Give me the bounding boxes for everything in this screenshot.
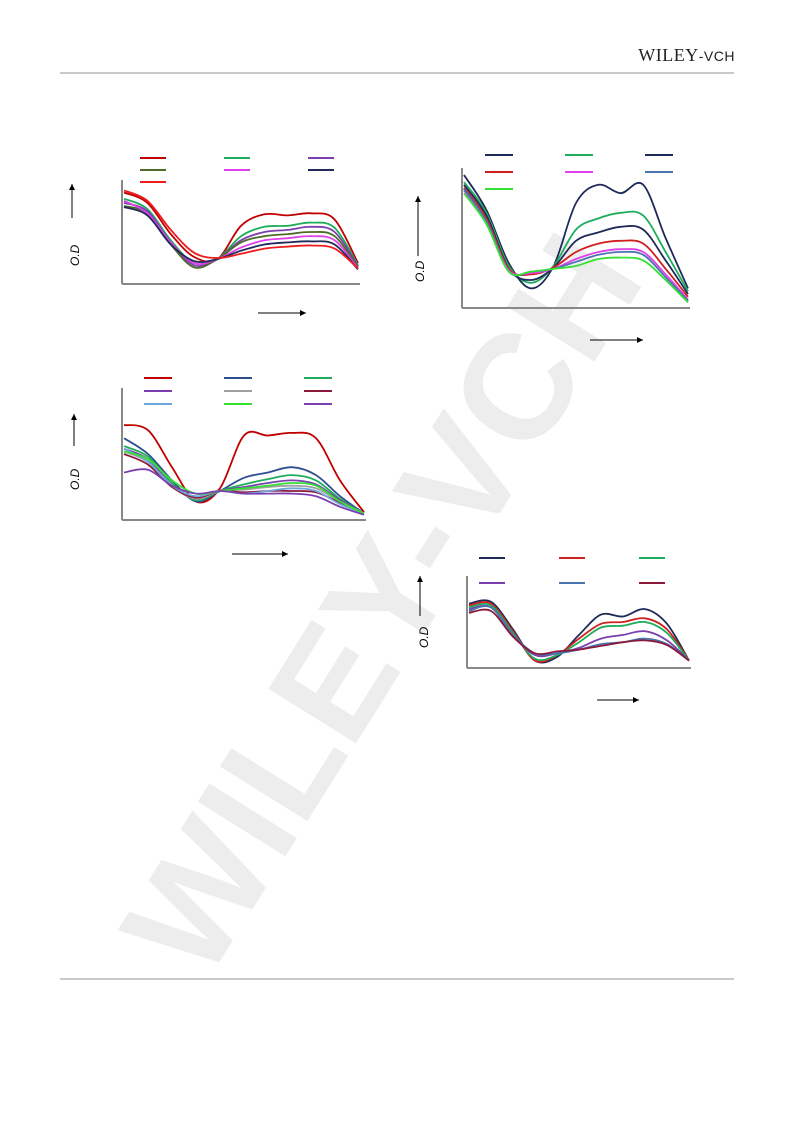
x-arrow-head (300, 310, 306, 316)
series-line (123, 189, 359, 270)
header-rule (60, 72, 734, 74)
footer-rule (60, 978, 734, 980)
series-line (468, 608, 690, 662)
y-arrow-head (71, 414, 77, 420)
y-arrow-head (69, 184, 75, 190)
series-line (123, 191, 359, 264)
y-axis-label: O.D (68, 244, 82, 266)
series-line (468, 601, 690, 663)
chart-panel-2: O.D (413, 140, 700, 350)
series-line (123, 424, 365, 513)
chart-svg-3 (71, 377, 366, 557)
series-line (123, 206, 359, 271)
x-arrow-head (282, 551, 288, 557)
series-line (468, 602, 690, 662)
series-line (468, 599, 690, 664)
chart-panel-3: O.D (68, 368, 370, 568)
y-axis-label: O.D (68, 468, 82, 490)
x-arrow-head (637, 337, 643, 343)
x-arrow-head (633, 697, 639, 703)
chart-svg-2 (415, 154, 690, 343)
series-line (123, 199, 359, 269)
series-line (123, 450, 365, 515)
chart-panel-1: O.D (68, 140, 370, 330)
publisher-logo: WILEY-VCH (638, 45, 735, 66)
publisher-suffix: -VCH (698, 48, 735, 64)
series-line (463, 174, 689, 290)
series-line (123, 202, 359, 267)
series-line (123, 437, 365, 515)
y-arrow-head (415, 196, 421, 202)
chart-panel-4: O.D (417, 548, 695, 713)
y-axis-label: O.D (413, 260, 427, 282)
series-line (463, 181, 689, 292)
series-line (123, 450, 365, 515)
chart-svg-1 (69, 157, 360, 316)
series-line (123, 468, 365, 516)
chart-svg-4 (417, 557, 691, 703)
publisher-main: WILEY (638, 45, 699, 65)
series-line (123, 197, 359, 266)
series-line (463, 192, 689, 304)
y-axis-label: O.D (417, 626, 431, 648)
y-arrow-head (417, 576, 423, 582)
